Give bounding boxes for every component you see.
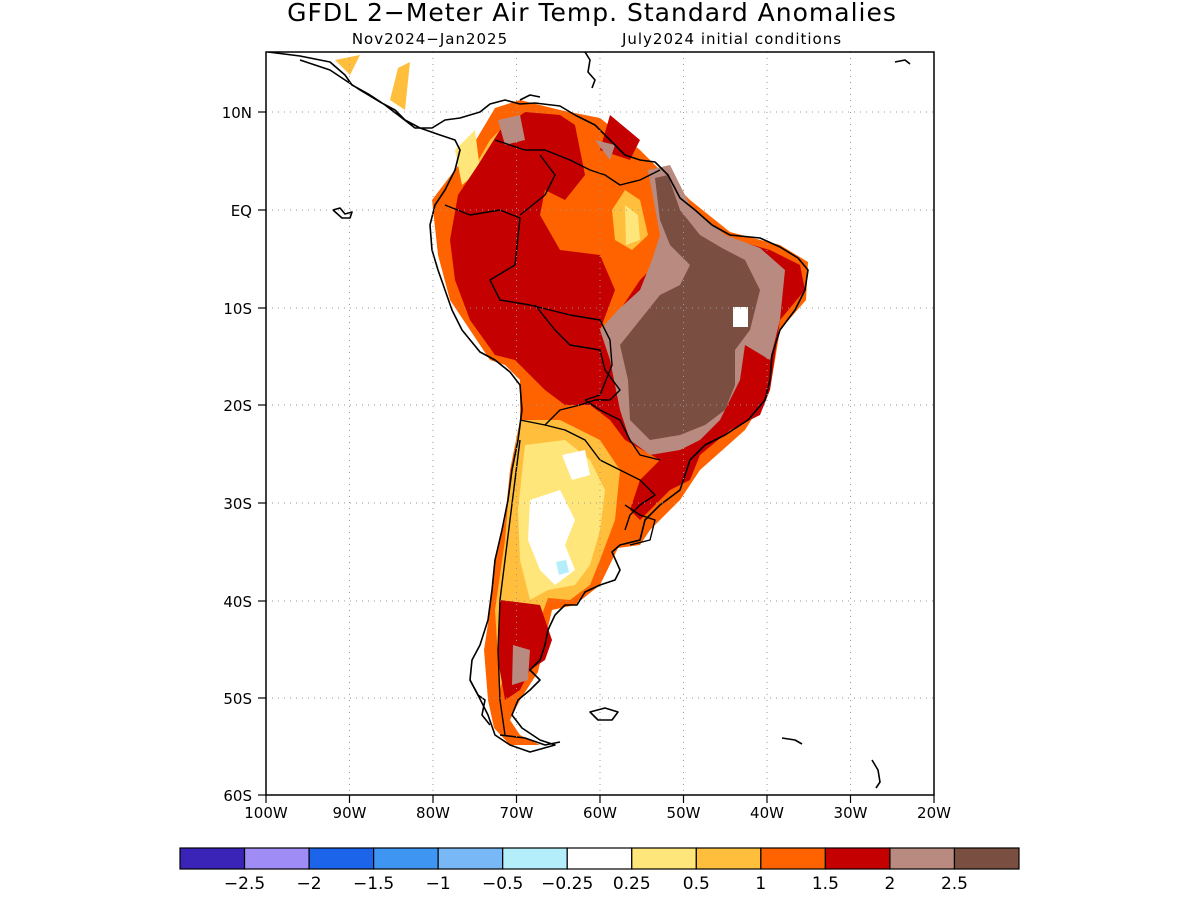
- lat-label: 10S: [223, 300, 252, 318]
- lon-label: 60W: [583, 804, 617, 822]
- lon-label: 70W: [500, 804, 534, 822]
- lon-label: 50W: [667, 804, 701, 822]
- colorbar-swatch: [373, 847, 439, 870]
- colorbar-label: 2: [885, 874, 896, 894]
- lat-label: 60S: [223, 787, 252, 805]
- colorbar-label: −2: [297, 874, 322, 894]
- lon-label: 30W: [834, 804, 868, 822]
- colorbar-label: −0.25: [541, 874, 593, 894]
- lon-label: 90W: [333, 804, 367, 822]
- colorbar-swatch: [437, 847, 504, 870]
- map-title: GFDL 2−Meter Air Temp. Standard Anomalie…: [287, 0, 897, 27]
- colorbar-swatch: [502, 847, 568, 870]
- colorbar-swatch: [308, 847, 375, 870]
- longitude-labels: 100W 90W 80W 70W 60W 50W 40W 30W 20W: [244, 804, 951, 822]
- lon-label: 100W: [244, 804, 288, 822]
- colorbar-swatch: [889, 847, 956, 870]
- shade-0.25: [528, 307, 748, 585]
- colorbar-swatch: [566, 847, 633, 870]
- coastlines: [267, 52, 911, 789]
- colorbar-label: 0.5: [683, 874, 710, 894]
- anomaly-shading: [335, 55, 808, 745]
- lat-label: 10N: [222, 104, 252, 122]
- latitude-labels: 10N EQ 10S 20S 30S 40S 50S 60S: [222, 104, 252, 805]
- colorbar-swatch: [631, 847, 697, 870]
- colorbar-swatch: [953, 847, 1020, 870]
- colorbar-label: 1: [755, 874, 766, 894]
- lon-label: 20W: [917, 804, 951, 822]
- map-panel: [266, 52, 934, 795]
- colorbar-label: 1.5: [812, 874, 839, 894]
- colorbar-swatch: [760, 847, 826, 870]
- lat-label: 30S: [223, 495, 252, 513]
- colorbar-label: −2.5: [224, 874, 265, 894]
- colorbar-swatch: [243, 847, 310, 870]
- colorbar-label: −0.5: [482, 874, 523, 894]
- axis-ticks: [258, 111, 935, 803]
- lat-label: 40S: [223, 593, 252, 611]
- initial-conditions: July2024 initial conditions: [621, 30, 842, 48]
- lat-label: EQ: [231, 202, 252, 220]
- colorbar-label: 0.25: [613, 874, 651, 894]
- colorbar-swatch: [179, 847, 246, 870]
- colorbar: −2.5 −2 −1.5 −1 −0.5 −0.25 0.25 0.5 1 1.5 2 2.5: [179, 847, 1020, 894]
- lon-label: 80W: [416, 804, 450, 822]
- shade-3: [620, 175, 760, 440]
- forecast-period: Nov2024−Jan2025: [352, 30, 508, 48]
- shade-negative: [556, 560, 569, 575]
- lon-label: 40W: [750, 804, 784, 822]
- shade-0.5: [455, 130, 640, 600]
- country-borders: [444, 139, 661, 736]
- lat-label: 50S: [223, 690, 252, 708]
- lat-label: 20S: [223, 397, 252, 415]
- colorbar-label: 2.5: [941, 874, 968, 894]
- colorbar-swatch: [695, 847, 762, 870]
- colorbar-swatch: [824, 847, 891, 870]
- colorbar-label: −1: [426, 874, 451, 894]
- colorbar-label: −1.5: [353, 874, 394, 894]
